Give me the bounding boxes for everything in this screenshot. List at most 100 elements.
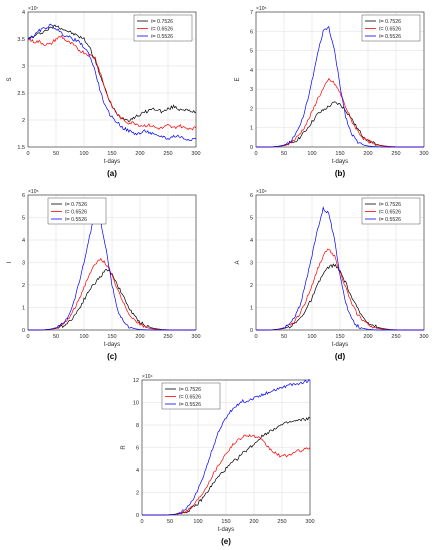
x-tick-label: 50: [53, 334, 59, 340]
y-axis-label: I: [7, 261, 13, 263]
x-tick-label: 200: [363, 334, 372, 340]
x-tick-label: 150: [107, 151, 116, 157]
panel-label: (e): [221, 537, 231, 546]
y-tick-label: 0: [22, 328, 25, 334]
x-tick-label: 100: [307, 334, 316, 340]
x-tick-label: 50: [167, 519, 173, 525]
axis-exponent: ×10⁴: [142, 374, 153, 380]
y-tick-label: 6: [250, 193, 253, 199]
legend-label: ℓ= 0.7526: [179, 387, 201, 393]
y-tick-label: 5: [22, 216, 25, 222]
y-tick-label: 2: [250, 283, 253, 289]
legend-box: [161, 382, 221, 410]
y-tick-label: 2: [22, 118, 25, 124]
y-tick-label: 5: [250, 216, 253, 222]
x-tick-label: 100: [193, 519, 202, 525]
y-tick-label: 1: [22, 306, 25, 312]
y-axis-label: E: [235, 77, 241, 81]
x-tick-label: 250: [277, 519, 286, 525]
y-tick-label: 3: [250, 87, 253, 93]
legend-label: ℓ= 0.5526: [379, 34, 401, 40]
x-tick-label: 200: [249, 519, 258, 525]
axes-frame: [255, 194, 425, 331]
x-tick-label: 150: [335, 334, 344, 340]
y-tick-label: 5: [250, 49, 253, 55]
y-tick-label: 6: [250, 29, 253, 35]
y-tick-label: 12: [133, 378, 139, 384]
axes-frame: [27, 11, 197, 148]
y-tick-label: 4: [136, 468, 139, 474]
x-tick-label: 100: [79, 334, 88, 340]
x-tick-label: 200: [363, 151, 372, 157]
legend-label: ℓ= 0.5526: [379, 217, 401, 223]
y-tick-label: 4: [250, 238, 253, 244]
x-tick-label: 250: [391, 334, 400, 340]
y-tick-label: 2.5: [17, 91, 25, 97]
axis-exponent: ×10⁵: [256, 6, 267, 12]
panel-1: 0 50 100 150 200 250 300 0 1 2 3 4 5 6 7×10⁵ t-days Eℓ= …: [235, 6, 429, 178]
y-tick-label: 3: [250, 261, 253, 267]
axes-frame: [27, 194, 197, 331]
x-axis-label: t-days: [104, 342, 120, 348]
y-tick-label: 1: [250, 126, 253, 132]
y-tick-label: 6: [136, 446, 139, 452]
series-line-1: [27, 35, 197, 131]
x-tick-label: 0: [26, 334, 29, 340]
panel-label: (c): [107, 352, 117, 361]
series-line-2: [256, 206, 424, 331]
y-tick-label: 1: [250, 306, 253, 312]
series-line-2: [27, 23, 197, 141]
legend-label: ℓ= 0.6526: [379, 210, 401, 216]
x-axis-label: t-days: [218, 527, 234, 533]
panel-2: 0 50 100 150 200 250 300 0 1 2 3 4 5 6×10⁵ t-days Iℓ= 0…: [7, 189, 201, 361]
legend-label: ℓ= 0.6526: [65, 210, 87, 216]
panel-label: (a): [107, 169, 117, 178]
x-tick-label: 50: [53, 151, 59, 157]
axis-exponent: ×10⁴: [256, 189, 267, 195]
panel-4: 0 50 100 150 200 250 300 0 2 4 6 8 10 12×10⁴ t-days Rℓ=…: [121, 374, 315, 546]
y-tick-label: 2: [22, 283, 25, 289]
x-tick-label: 300: [191, 151, 200, 157]
y-tick-label: 3: [22, 64, 25, 70]
legend-label: ℓ= 0.5526: [151, 34, 173, 40]
x-tick-label: 150: [335, 151, 344, 157]
legend-label: ℓ= 0.6526: [151, 27, 173, 33]
x-tick-label: 100: [79, 151, 88, 157]
y-tick-label: 8: [136, 423, 139, 429]
y-tick-label: 4: [250, 68, 253, 74]
y-tick-label: 7: [250, 10, 253, 16]
x-tick-label: 0: [254, 334, 257, 340]
legend-box: [361, 197, 421, 225]
y-tick-label: 0: [250, 328, 253, 334]
legend-label: ℓ= 0.7526: [151, 19, 173, 25]
x-tick-label: 0: [140, 519, 143, 525]
legend-box: [361, 14, 421, 42]
x-tick-label: 250: [163, 151, 172, 157]
axes-frame: [255, 11, 425, 148]
y-tick-label: 10: [133, 401, 139, 407]
y-axis-label: R: [121, 445, 127, 450]
y-tick-label: 6: [22, 193, 25, 199]
x-axis-label: t-days: [332, 159, 348, 165]
y-axis-label: A: [235, 260, 241, 264]
x-tick-label: 200: [135, 151, 144, 157]
series-line-2: [256, 25, 424, 148]
x-axis-label: t-days: [332, 342, 348, 348]
series-line-2: [28, 213, 196, 331]
x-tick-label: 250: [391, 151, 400, 157]
y-tick-label: 3.5: [17, 37, 25, 43]
x-tick-label: 150: [221, 519, 230, 525]
x-tick-label: 200: [135, 334, 144, 340]
x-tick-label: 50: [281, 334, 287, 340]
y-axis-label: S: [7, 77, 13, 81]
y-tick-label: 4: [22, 238, 25, 244]
x-tick-label: 150: [107, 334, 116, 340]
y-tick-label: 0: [250, 145, 253, 151]
y-tick-label: 4: [22, 10, 25, 16]
x-tick-label: 300: [305, 519, 314, 525]
legend-label: ℓ= 0.5526: [65, 217, 87, 223]
legend-label: ℓ= 0.7526: [65, 202, 87, 208]
x-tick-label: 250: [163, 334, 172, 340]
x-tick-label: 300: [191, 334, 200, 340]
